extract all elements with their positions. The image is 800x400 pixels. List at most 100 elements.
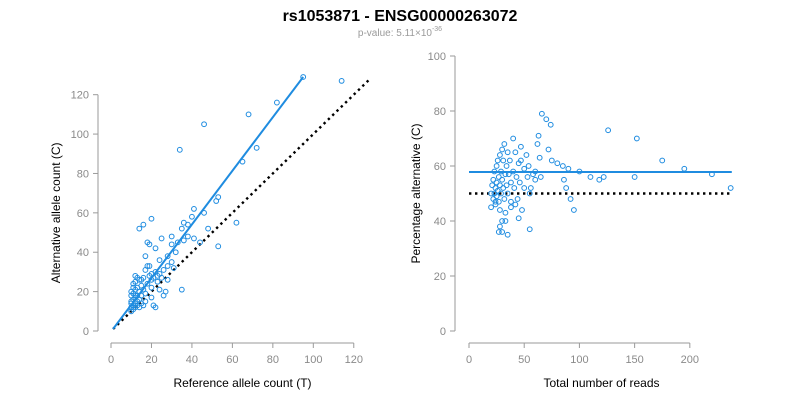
data-point (510, 135, 517, 142)
data-point (596, 176, 603, 183)
data-point (170, 265, 177, 271)
data-point (543, 116, 550, 123)
x-tick-label: 60 (226, 354, 238, 366)
data-point (201, 121, 207, 128)
data-point (548, 157, 555, 164)
data-point (534, 141, 541, 147)
y-axis-label: Percentage alternative (C) (409, 123, 423, 263)
y-tick-label: 40 (77, 247, 89, 259)
data-point (148, 215, 155, 222)
data-point (494, 157, 501, 164)
data-point (524, 174, 531, 180)
data-point (172, 249, 179, 256)
x-tick-label: 0 (108, 354, 114, 366)
data-point (154, 272, 161, 279)
data-point (633, 135, 640, 142)
data-point (168, 241, 175, 248)
data-point (521, 165, 528, 172)
data-point (152, 245, 159, 252)
data-point (205, 225, 212, 232)
data-point (191, 206, 197, 212)
data-point (136, 225, 143, 232)
x-axis-label: Total number of reads (543, 376, 659, 390)
data-point (142, 290, 149, 297)
y-tick-label: 80 (434, 106, 446, 118)
data-point (164, 276, 171, 283)
data-point (526, 190, 533, 197)
data-point (191, 235, 197, 242)
x-tick-label: 120 (345, 354, 363, 366)
y-tick-label: 120 (71, 90, 89, 102)
data-point (164, 263, 171, 269)
x-tick-label: 50 (518, 354, 530, 366)
data-point (517, 143, 524, 150)
data-point (526, 226, 533, 233)
data-point (508, 204, 514, 211)
data-point (567, 196, 574, 202)
data-point (515, 215, 522, 222)
data-point (215, 243, 222, 250)
data-point (535, 132, 542, 139)
data-point (631, 174, 638, 180)
data-point (493, 193, 500, 200)
y-axis-label: Alternative allele count (C) (49, 142, 63, 283)
x-tick-label: 20 (145, 354, 157, 366)
data-point (504, 190, 511, 197)
x-tick-label: 100 (570, 354, 588, 366)
y-tick-label: 20 (434, 271, 446, 283)
data-point (495, 229, 502, 235)
x-tick-label: 80 (267, 354, 279, 366)
data-point (537, 174, 544, 180)
data-point (502, 218, 509, 224)
data-point (527, 185, 534, 191)
data-point (144, 239, 151, 246)
data-point (513, 174, 520, 180)
data-point (501, 196, 508, 202)
data-point (532, 176, 539, 183)
data-point (559, 163, 566, 169)
data-point (189, 213, 195, 220)
data-point (565, 165, 572, 172)
data-point (215, 194, 222, 200)
data-point (570, 207, 577, 213)
data-point (158, 235, 165, 242)
data-point (493, 163, 500, 169)
data-point (499, 146, 506, 153)
data-point (554, 160, 561, 167)
data-point (523, 152, 530, 158)
data-point (500, 157, 507, 164)
data-point (253, 144, 260, 151)
data-point (536, 154, 543, 161)
data-point (162, 288, 169, 295)
data-point (168, 233, 175, 240)
data-point (503, 163, 510, 169)
data-point (511, 185, 518, 191)
data-point (547, 121, 554, 128)
y-tick-label: 60 (434, 161, 446, 173)
data-point (300, 74, 307, 80)
data-point (492, 198, 499, 205)
data-point (497, 152, 503, 158)
figure-subtitle: p-value: 5.11×10-36 (358, 26, 442, 39)
figure-title: rs1053871 - ENSG00000263072 (283, 8, 518, 25)
data-point (338, 78, 345, 84)
x-tick-label: 40 (186, 354, 198, 366)
y-tick-label: 0 (83, 326, 89, 338)
data-point (659, 157, 666, 164)
data-point (506, 157, 513, 164)
data-point (148, 294, 155, 301)
data-point (488, 204, 494, 211)
data-point (178, 225, 185, 232)
data-point (605, 127, 612, 134)
data-point (138, 276, 145, 283)
data-point (545, 146, 552, 153)
data-point (142, 253, 149, 260)
data-point (168, 259, 175, 265)
data-point (497, 223, 503, 230)
data-point (525, 163, 532, 169)
data-point (184, 221, 191, 228)
data-point (197, 239, 203, 246)
data-point (508, 198, 514, 205)
x-tick-label: 0 (466, 354, 472, 366)
